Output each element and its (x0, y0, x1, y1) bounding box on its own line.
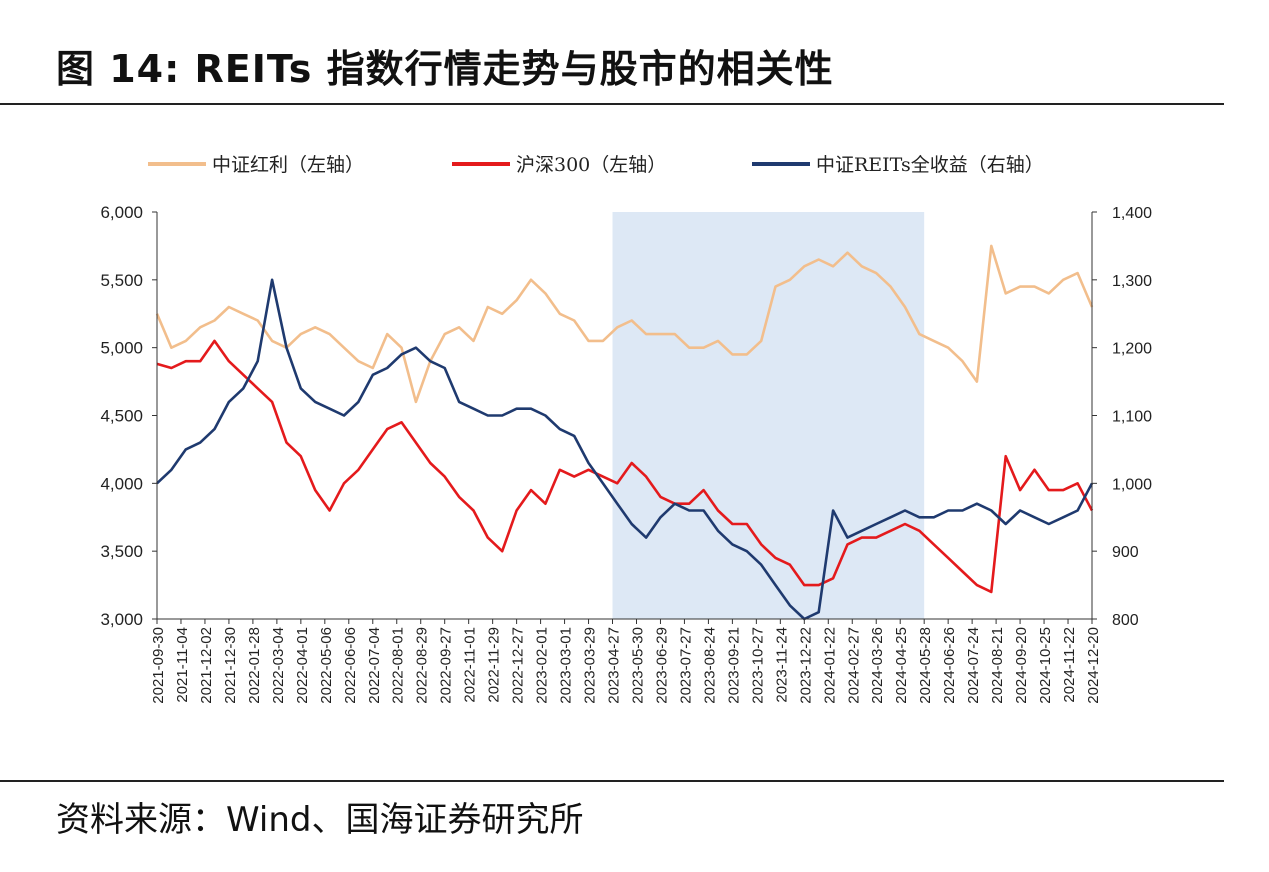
x-axis-tick-label: 2021-12-02 (198, 627, 215, 704)
x-axis-tick-label: 2021-09-30 (150, 627, 167, 704)
x-axis-tick-label: 2022-12-27 (510, 627, 527, 704)
footer-rule (0, 780, 1224, 782)
x-axis-tick-label: 2024-05-28 (917, 627, 934, 704)
x-axis-tick-label: 2022-04-01 (294, 627, 311, 704)
x-axis-tick-label: 2022-05-06 (318, 627, 335, 704)
left-axis-tick-label: 4,000 (100, 474, 143, 493)
x-axis-tick-label: 2024-10-25 (1037, 627, 1054, 704)
x-axis-tick-label: 2024-07-24 (965, 627, 982, 704)
x-axis-tick-label: 2022-01-28 (246, 627, 263, 704)
x-axis-tick-label: 2023-12-22 (797, 627, 814, 704)
legend-label-3: 中证REITs全收益（右轴） (816, 154, 1044, 176)
series-layer (155, 244, 1094, 621)
x-axis-tick-label: 2023-03-01 (558, 627, 575, 704)
right-axis-tick-label: 900 (1112, 544, 1139, 561)
x-axis-tick-label: 2024-04-25 (893, 627, 910, 704)
source-note: 资料来源：Wind、国海证券研究所 (56, 800, 584, 840)
x-axis-tick-label: 2022-11-01 (462, 627, 479, 703)
x-axis-tick-label: 2024-09-20 (1013, 627, 1030, 704)
x-axis-tick-label: 2023-08-24 (701, 627, 718, 704)
x-axis-tick-label: 2023-11-24 (773, 627, 790, 703)
right-axis-tick-label: 1,200 (1112, 341, 1152, 358)
x-axis-tick-label: 2023-02-01 (534, 627, 551, 704)
x-axis-tick-label: 2024-01-22 (821, 627, 838, 704)
x-axis-tick-label: 2022-08-01 (390, 627, 407, 704)
left-axis-tick-label: 5,000 (100, 339, 143, 358)
left-axis-tick-label: 4,500 (100, 407, 143, 426)
reits-correlation-chart: 中证红利（左轴） 沪深300（左轴） 中证REITs全收益（右轴） 3,000 3,5… (100, 154, 1152, 704)
x-axis-tick-label: 2023-03-29 (582, 627, 599, 704)
x-axis-tick-label: 2022-09-27 (438, 627, 455, 704)
x-axis-tick-label: 2021-12-30 (222, 627, 239, 704)
x-axis-tick-label: 2023-05-30 (629, 627, 646, 704)
x-axis-tick-label: 2021-11-04 (174, 627, 191, 703)
x-axis-tick-label: 2022-08-29 (414, 627, 431, 704)
x-axis-tick-label: 2024-06-26 (941, 627, 958, 704)
right-axis-tick-label: 1,000 (1112, 476, 1152, 493)
right-axis-tick-label: 800 (1112, 612, 1139, 629)
x-axis-tick-label: 2024-02-27 (845, 627, 862, 704)
right-axis-tick-label: 1,300 (1112, 273, 1152, 290)
chart-legend: 中证红利（左轴） 沪深300（左轴） 中证REITs全收益（右轴） (148, 154, 1044, 176)
x-axis-tick-label: 2023-07-27 (677, 627, 694, 704)
x-axis-tick-label: 2023-09-21 (725, 627, 742, 704)
x-axis-tick-label: 2024-03-26 (869, 627, 886, 704)
legend-label-2: 沪深300（左轴） (516, 154, 666, 176)
x-axis-tick-label: 2022-06-06 (342, 627, 359, 704)
x-axis-tick-label: 2023-04-27 (606, 627, 623, 704)
series-line-1 (155, 244, 1094, 404)
left-axis-tick-label: 6,000 (100, 203, 143, 222)
series-line-2 (156, 339, 1094, 594)
x-axis-tick-label: 2022-07-04 (366, 627, 383, 704)
x-axis-tick-label: 2023-10-27 (749, 627, 766, 704)
legend-label-1: 中证红利（左轴） (212, 154, 364, 176)
left-axis-tick-label: 3,000 (100, 610, 143, 629)
header-rule (0, 103, 1224, 105)
x-axis-tick-label: 2022-11-29 (486, 627, 503, 703)
right-axis-tick-label: 1,400 (1112, 205, 1152, 222)
x-axis-tick-label: 2024-08-21 (989, 627, 1006, 704)
series-line-3 (156, 278, 1094, 621)
chart-axes: 3,000 3,500 4,000 4,500 5,000 5,500 6,000 800 90… (100, 203, 1152, 704)
x-axis-tick-label: 2024-12-20 (1085, 627, 1102, 704)
figure-title: 图 14: REITs 指数行情走势与股市的相关性 (56, 47, 834, 91)
left-axis-tick-label: 5,500 (100, 271, 143, 290)
right-axis-tick-label: 1,100 (1112, 409, 1152, 426)
x-axis-tick-label: 2022-03-04 (270, 627, 287, 704)
left-axis-tick-label: 3,500 (100, 542, 143, 561)
x-axis-tick-label: 2023-06-29 (653, 627, 670, 704)
x-axis-tick-label: 2024-11-22 (1061, 627, 1078, 703)
